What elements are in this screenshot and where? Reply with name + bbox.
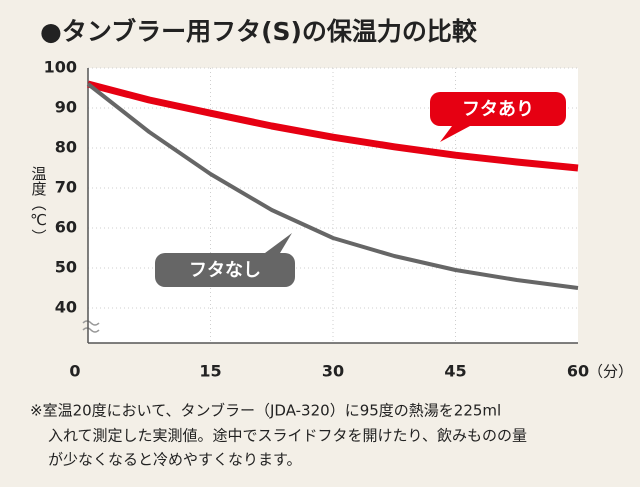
x-tick-label: 0 (69, 362, 80, 381)
x-tick-label: 60 (567, 362, 589, 381)
chart-title: ●タンブラー用フタ(S)の保温力の比較 (40, 17, 478, 46)
legend-label: フタあり (462, 99, 534, 120)
break-mark (82, 320, 100, 326)
y-axis-label: 温度（℃） (30, 166, 48, 244)
y-tick-label: 60 (55, 218, 77, 237)
x-unit: （分） (588, 363, 633, 381)
x-tick-label: 15 (199, 362, 221, 381)
y-tick-label: 100 (44, 58, 77, 77)
break-mark (82, 327, 100, 333)
legend-label: フタなし (189, 260, 261, 281)
footnote: が少なくなると冷めやすくなります。 (48, 451, 302, 469)
callout-tail (440, 126, 470, 142)
callout-tail (265, 233, 292, 253)
callout-box (155, 253, 295, 287)
x-tick-label: 45 (444, 362, 466, 381)
footnote: ※室温20度において、タンブラー（JDA-320）に95度の熱湯を225ml (30, 402, 501, 420)
footnote: 入れて測定した実測値。途中でスライドフタを開けたり、飲みものの量 (48, 427, 527, 445)
y-tick-label: 70 (55, 178, 77, 197)
y-tick-label: 90 (55, 98, 77, 117)
x-tick-label: 30 (322, 362, 344, 381)
y-tick-label: 50 (55, 258, 77, 277)
callout-box (430, 92, 566, 126)
line (87, 80, 579, 172)
y-tick-label: 80 (55, 138, 77, 157)
axis-break (82, 320, 100, 333)
line (86, 82, 579, 290)
y-tick-label: 40 (55, 298, 77, 317)
